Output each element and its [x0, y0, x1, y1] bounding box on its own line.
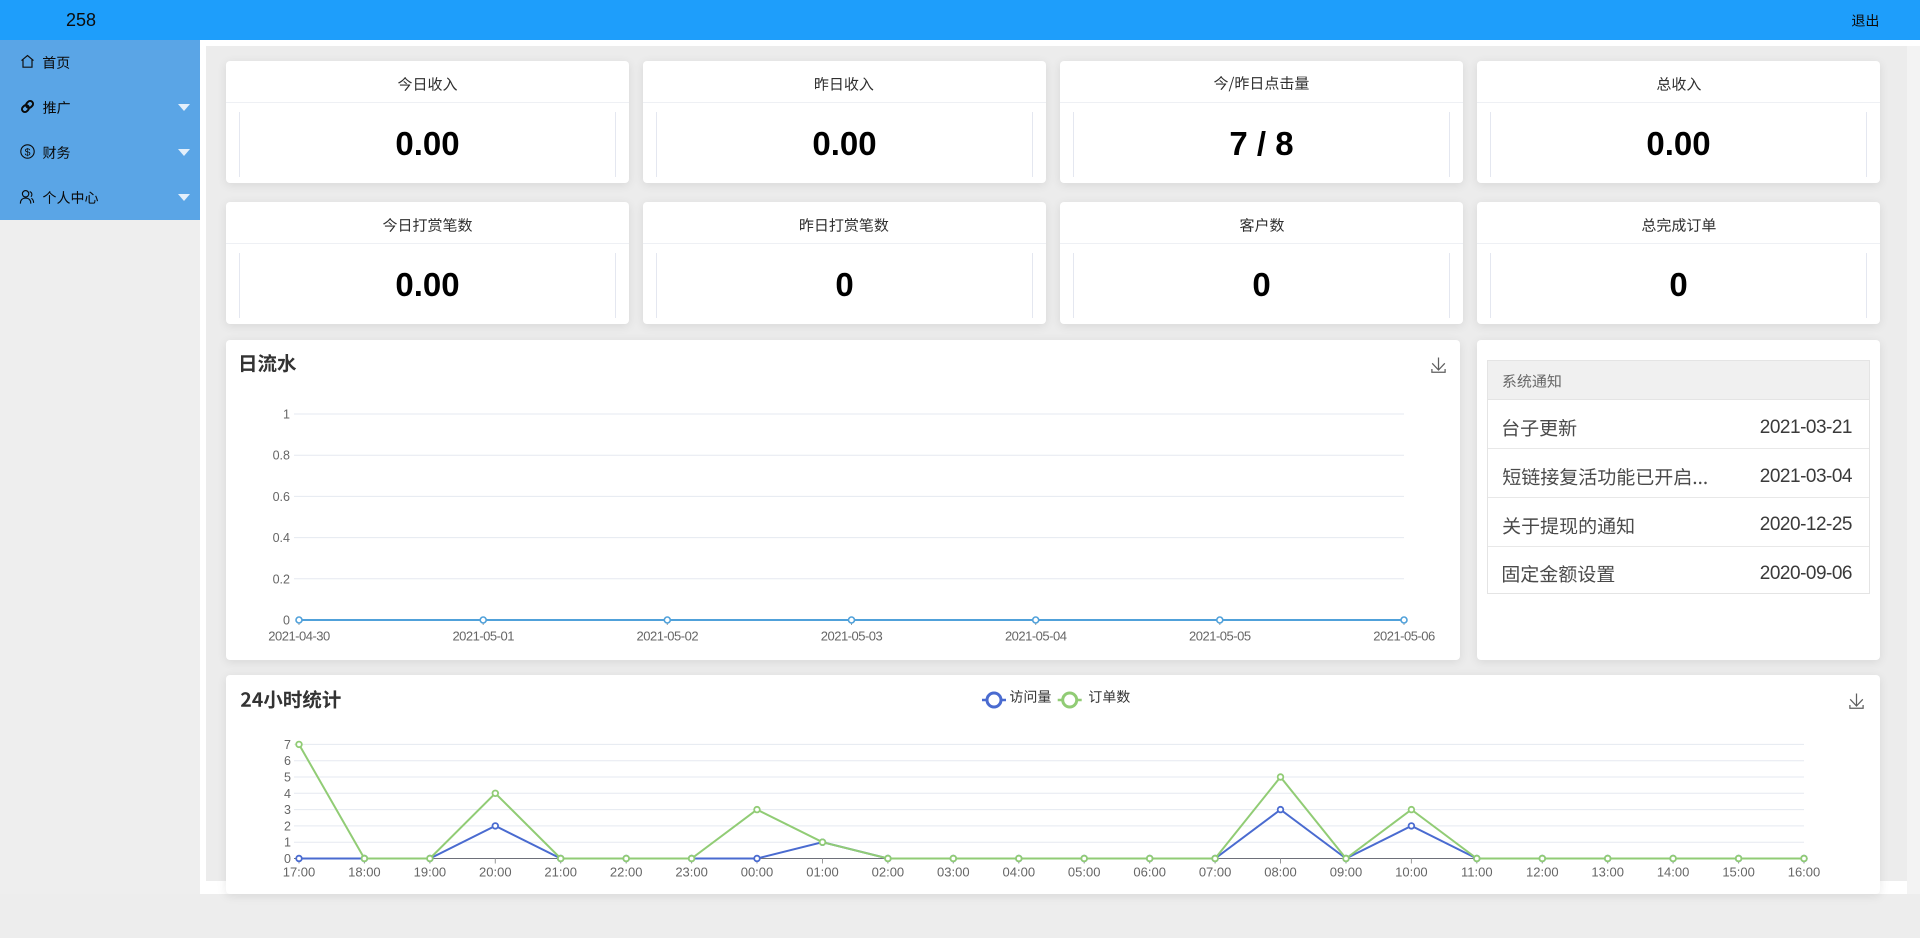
- svg-text:1: 1: [283, 408, 290, 422]
- svg-text:0.4: 0.4: [273, 531, 290, 545]
- svg-text:4: 4: [284, 787, 291, 801]
- svg-text:15:00: 15:00: [1722, 864, 1755, 879]
- svg-text:6: 6: [284, 754, 291, 768]
- svg-text:02:00: 02:00: [872, 864, 905, 879]
- svg-text:11:00: 11:00: [1461, 864, 1493, 879]
- svg-text:16:00: 16:00: [1788, 864, 1821, 879]
- svg-text:0.2: 0.2: [273, 572, 290, 586]
- svg-text:12:00: 12:00: [1526, 864, 1559, 879]
- svg-text:3: 3: [284, 803, 291, 817]
- svg-text:17:00: 17:00: [283, 864, 316, 879]
- svg-text:2021-04-30: 2021-04-30: [268, 629, 330, 644]
- svg-text:2021-05-06: 2021-05-06: [1373, 629, 1435, 644]
- svg-text:2021-05-03: 2021-05-03: [821, 629, 883, 644]
- svg-text:07:00: 07:00: [1199, 864, 1232, 879]
- svg-text:21:00: 21:00: [544, 864, 577, 879]
- svg-text:18:00: 18:00: [348, 864, 381, 879]
- svg-text:2021-05-05: 2021-05-05: [1189, 629, 1251, 644]
- svg-text:22:00: 22:00: [610, 864, 643, 879]
- svg-text:23:00: 23:00: [675, 864, 708, 879]
- svg-text:7: 7: [284, 738, 291, 752]
- svg-text:08:00: 08:00: [1264, 864, 1297, 879]
- svg-text:05:00: 05:00: [1068, 864, 1101, 879]
- svg-text:04:00: 04:00: [1003, 864, 1036, 879]
- svg-text:20:00: 20:00: [479, 864, 512, 879]
- svg-text:$: $: [25, 146, 31, 158]
- svg-text:0.6: 0.6: [273, 490, 290, 504]
- svg-text:00:00: 00:00: [741, 864, 774, 879]
- svg-text:19:00: 19:00: [414, 864, 447, 879]
- svg-text:1: 1: [284, 836, 291, 850]
- svg-text:03:00: 03:00: [937, 864, 970, 879]
- svg-text:0: 0: [284, 852, 291, 866]
- svg-text:2021-05-01: 2021-05-01: [452, 629, 514, 644]
- svg-text:0: 0: [283, 614, 290, 628]
- svg-text:2: 2: [284, 819, 291, 833]
- svg-text:2021-05-02: 2021-05-02: [637, 629, 699, 644]
- svg-text:10:00: 10:00: [1395, 864, 1428, 879]
- svg-text:14:00: 14:00: [1657, 864, 1690, 879]
- svg-text:13:00: 13:00: [1591, 864, 1624, 879]
- svg-text:01:00: 01:00: [806, 864, 839, 879]
- svg-text:2021-05-04: 2021-05-04: [1005, 629, 1067, 644]
- svg-text:0.8: 0.8: [273, 449, 290, 463]
- svg-text:06:00: 06:00: [1133, 864, 1166, 879]
- svg-text:09:00: 09:00: [1330, 864, 1363, 879]
- svg-text:5: 5: [284, 771, 291, 785]
